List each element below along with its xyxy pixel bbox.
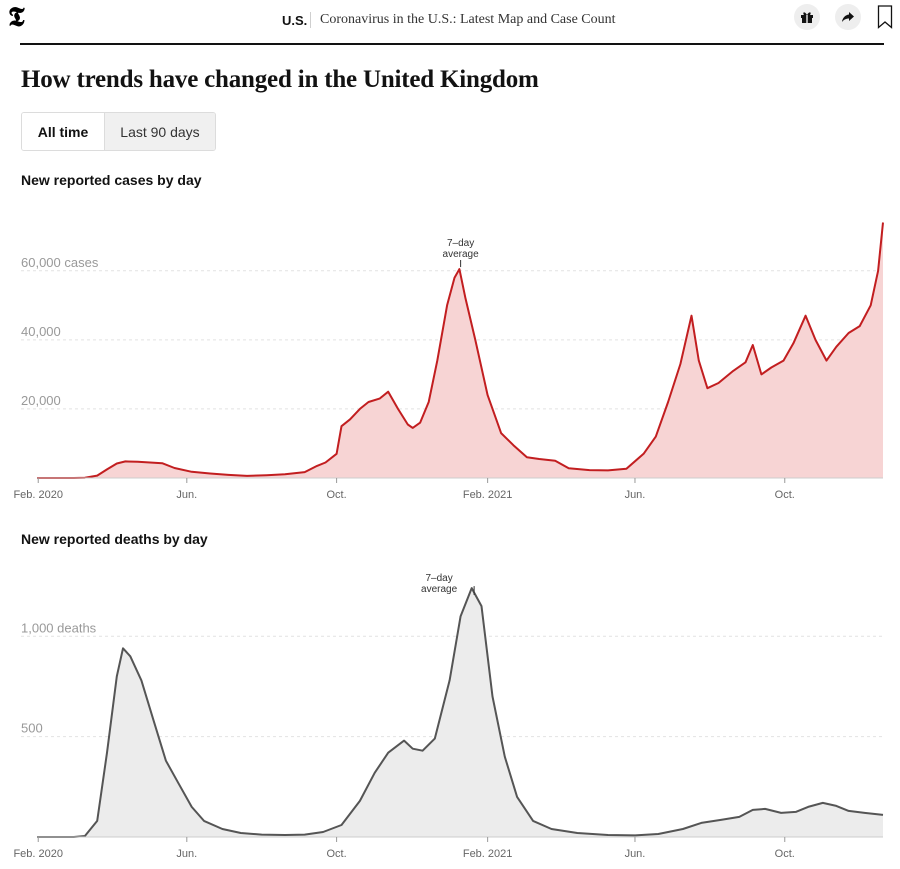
annotation-label: average (443, 249, 480, 260)
annotation-label: average (421, 584, 458, 595)
x-tick-label: Jun. (625, 848, 646, 860)
x-tick-label: Feb. 2020 (13, 489, 63, 501)
header-divider (310, 12, 311, 28)
page-title: How trends have changed in the United Ki… (21, 66, 539, 93)
x-tick-label: Oct. (775, 848, 795, 860)
x-tick-label: Jun. (176, 489, 197, 501)
x-tick-label: Jun. (625, 489, 646, 501)
annotation-label: 7–day (447, 238, 474, 249)
share-arrow-icon (842, 12, 854, 22)
section-link[interactable]: U.S. (282, 13, 308, 28)
gift-button[interactable] (794, 4, 820, 30)
bookmark-icon[interactable] (877, 5, 893, 29)
x-tick-label: Feb. 2021 (463, 489, 513, 501)
y-tick-label: 1,000 deaths (21, 620, 97, 635)
share-button[interactable] (835, 4, 861, 30)
y-tick-label: 40,000 (21, 324, 61, 339)
time-range-toggle: All time Last 90 days (21, 112, 216, 151)
top-bar: 𝕿 U.S. Coronavirus in the U.S.: Latest M… (0, 0, 900, 42)
y-tick-label: 500 (21, 721, 43, 736)
x-tick-label: Jun. (176, 848, 197, 860)
x-tick-label: Oct. (327, 489, 347, 501)
deaths-chart-title: New reported deaths by day (21, 531, 208, 547)
toggle-all-time[interactable]: All time (22, 113, 104, 150)
nyt-logo[interactable]: 𝕿 (8, 2, 25, 33)
y-tick-label: 60,000 cases (21, 255, 99, 270)
series-area (37, 588, 883, 837)
toggle-last-90-days[interactable]: Last 90 days (104, 113, 215, 150)
header-headline[interactable]: Coronavirus in the U.S.: Latest Map and … (320, 12, 616, 27)
annotation-label: 7–day (425, 573, 452, 584)
x-tick-label: Oct. (327, 848, 347, 860)
x-tick-label: Feb. 2020 (13, 848, 63, 860)
cases-chart-title: New reported cases by day (21, 172, 202, 188)
y-tick-label: 20,000 (21, 393, 61, 408)
series-line (37, 587, 884, 838)
deaths-chart: 500 1,000 deaths Feb. 2020 Jun. Oct. Feb. 202… (13, 573, 884, 860)
header-rule (20, 43, 884, 45)
gift-icon (801, 12, 813, 23)
series-area (37, 222, 883, 478)
series-line (37, 222, 884, 479)
x-tick-label: Feb. 2021 (463, 848, 513, 860)
x-tick-label: Oct. (775, 489, 795, 501)
cases-chart: 20,000 40,000 60,000 cases Feb. 2020 Jun. Oct… (13, 222, 884, 501)
